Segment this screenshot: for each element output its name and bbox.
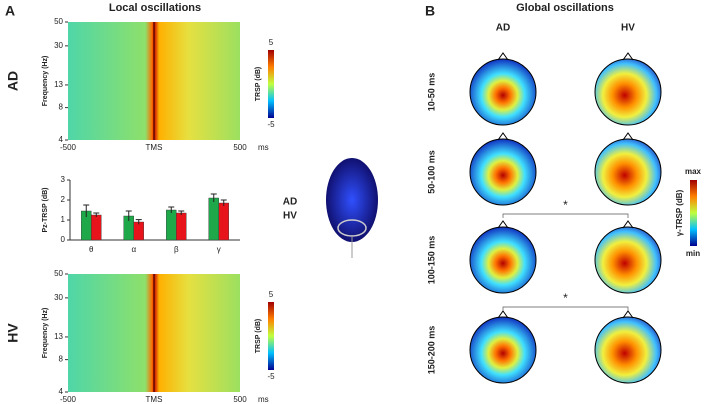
colorbar-tick: -5 <box>267 120 275 129</box>
row-label: 150-200 ms <box>426 326 436 375</box>
y-tick-label: 2 <box>61 195 66 204</box>
topomap <box>469 58 537 126</box>
panel-title: Local oscillations <box>109 2 201 14</box>
colorbar <box>690 180 697 246</box>
topomap-nose <box>497 132 509 141</box>
colorbar-label: TRSP (dB) <box>255 319 262 353</box>
topomap-nose <box>622 52 634 61</box>
colorbar-label: TRSP (dB) <box>255 67 262 101</box>
topomap <box>469 316 537 384</box>
row-label: AD <box>5 71 21 91</box>
colorbar-label: γ-TRSP (dB) <box>675 189 684 236</box>
topomap <box>469 138 537 206</box>
y-tick-label: 50 <box>54 269 63 278</box>
row-label: 100-150 ms <box>426 236 436 285</box>
y-tick-label: 3 <box>61 175 66 184</box>
topomap-nose <box>497 220 509 229</box>
colorbar <box>268 50 274 118</box>
bar <box>166 209 177 241</box>
bar <box>91 214 102 241</box>
topomap <box>594 316 662 384</box>
y-axis-label: Pz-TRSP (dB) <box>42 188 49 233</box>
x-unit: ms <box>258 143 269 152</box>
y-tick-label: 13 <box>54 332 63 341</box>
topomap-nose <box>622 220 634 229</box>
y-axis-label: Frequency (Hz) <box>42 308 49 359</box>
bar <box>176 212 187 241</box>
topomap-nose <box>622 132 634 141</box>
topomap <box>594 138 662 206</box>
x-tick-label: 500 <box>233 143 247 152</box>
x-tick-label: TMS <box>146 143 163 152</box>
y-tick-label: 0 <box>61 235 66 244</box>
bar <box>218 202 229 241</box>
y-tick-label: 4 <box>59 135 64 144</box>
x-tick-label: γ <box>217 245 221 254</box>
y-tick-label: 1 <box>61 215 66 224</box>
x-tick-label: -500 <box>60 395 77 404</box>
y-tick-label: 8 <box>59 355 64 364</box>
x-tick-label: α <box>131 245 136 254</box>
y-tick-label: 8 <box>59 103 64 112</box>
bar <box>133 221 144 241</box>
row-label: HV <box>5 323 21 343</box>
panel-letter: B <box>425 3 435 19</box>
brain-image <box>326 158 378 242</box>
significance-bracket <box>502 306 629 311</box>
x-tick-label: 500 <box>233 395 247 404</box>
panel-letter: A <box>5 3 15 19</box>
colorbar-max: max <box>685 167 702 176</box>
row-label: 10-50 ms <box>426 73 436 112</box>
colorbar-tick: 5 <box>269 38 274 47</box>
x-tick-label: β <box>174 245 179 254</box>
x-tick-label: TMS <box>146 395 163 404</box>
colorbar <box>268 302 274 370</box>
y-tick-label: 13 <box>54 80 63 89</box>
topomap-nose <box>497 52 509 61</box>
x-tick-label: θ <box>89 245 94 254</box>
topomap <box>469 226 537 294</box>
y-tick-label: 4 <box>59 387 64 396</box>
y-tick-label: 30 <box>54 293 63 302</box>
topomap <box>594 58 662 126</box>
x-unit: ms <box>258 395 269 404</box>
bar <box>208 197 219 241</box>
column-label: AD <box>496 23 510 34</box>
x-tick-label: -500 <box>60 143 77 152</box>
y-axis-label: Frequency (Hz) <box>42 56 49 107</box>
topomap <box>594 226 662 294</box>
colorbar-tick: 5 <box>269 290 274 299</box>
colorbar-min: min <box>686 249 700 258</box>
row-label: 50-100 ms <box>426 150 436 194</box>
legend-entry: AD <box>283 197 297 208</box>
panel-title: Global oscillations <box>516 2 614 14</box>
y-tick-label: 50 <box>54 17 63 26</box>
significance-marker: * <box>563 291 568 305</box>
colorbar-tick: -5 <box>267 372 275 381</box>
significance-marker: * <box>563 198 568 212</box>
column-label: HV <box>621 23 635 34</box>
legend-entry: HV <box>283 211 297 222</box>
significance-bracket <box>502 213 629 218</box>
y-tick-label: 30 <box>54 41 63 50</box>
